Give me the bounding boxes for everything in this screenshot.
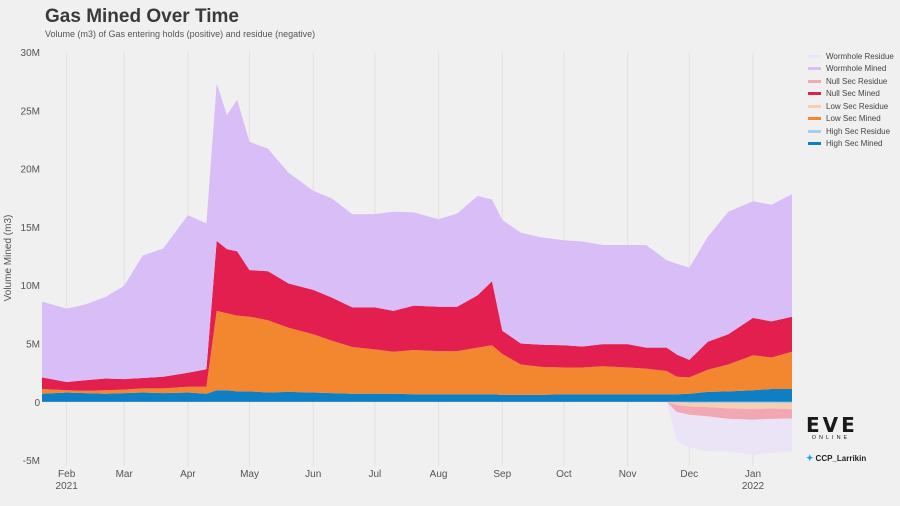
x-tick-label: Mar (116, 469, 134, 480)
legend-label: Wormhole Mined (826, 64, 887, 74)
legend-label: Low Sec Mined (826, 114, 881, 124)
series-area-wormhole-mined (42, 83, 792, 382)
legend-swatch (808, 67, 821, 71)
x-tick-year-label: 2021 (56, 481, 79, 492)
y-tick-label: 0 (34, 398, 40, 409)
y-tick-label: 15M (21, 223, 40, 234)
legend-swatch (808, 54, 821, 58)
x-tick-label: Dec (680, 469, 698, 480)
legend-label: Low Sec Residue (826, 101, 889, 111)
handle-text: CCP_Larrikin (815, 454, 867, 463)
legend-label: High Sec Mined (826, 139, 883, 149)
twitter-bird-icon: ✦ (806, 453, 814, 463)
eve-online-logo: EVE ONLINE (806, 415, 866, 441)
chart-title: Gas Mined Over Time (45, 6, 239, 27)
series-area-wormhole-residue (42, 401, 792, 455)
x-tick-label: Aug (430, 469, 448, 480)
legend-label: High Sec Residue (826, 126, 891, 136)
x-tick-label: Sep (493, 469, 511, 480)
legend-swatch (808, 142, 821, 146)
legend-item: Wormhole Residue (808, 50, 894, 63)
x-tick-label: Nov (619, 469, 637, 480)
legend-item: High Sec Mined (808, 138, 894, 151)
y-axis-label: Volume Mined (m3) (3, 215, 14, 302)
chart-subtitle: Volume (m3) of Gas entering holds (posit… (45, 29, 316, 39)
legend-item: Null Sec Mined (808, 88, 894, 101)
legend-label: Null Sec Mined (826, 89, 880, 99)
x-tick-label: Jan (745, 469, 761, 480)
series-area-high-sec-mined (42, 389, 792, 402)
legend-item: Wormhole Mined (808, 63, 894, 76)
legend-swatch (808, 129, 821, 133)
x-tick-label: May (240, 469, 259, 480)
y-tick-label: 30M (21, 48, 40, 59)
legend-label: Null Sec Residue (826, 76, 888, 86)
x-tick-label: Jun (305, 469, 321, 480)
y-tick-label: 10M (21, 281, 40, 292)
series-area-high-sec-residue (42, 401, 792, 404)
legend-swatch (808, 79, 821, 83)
twitter-handle: ✦ CCP_Larrikin (806, 453, 866, 464)
legend-item: Low Sec Residue (808, 100, 894, 113)
y-tick-label: 5M (26, 340, 40, 351)
x-tick-label: Oct (556, 469, 572, 480)
legend-item: Low Sec Mined (808, 113, 894, 126)
x-tick-label: Jul (368, 469, 381, 480)
legend-swatch (808, 92, 821, 96)
legend-label: Wormhole Residue (826, 51, 894, 61)
x-tick-label: Apr (180, 469, 196, 480)
y-tick-label: 20M (21, 165, 40, 176)
series-area-null-sec-mined (42, 240, 792, 391)
logo-text: EVE (806, 413, 858, 437)
legend-item: High Sec Residue (808, 125, 894, 138)
legend-swatch (808, 117, 821, 121)
x-tick-year-label: 2022 (742, 481, 765, 492)
y-tick-label: -5M (23, 456, 40, 467)
legend: Wormhole Residue Wormhole Mined Null Sec R… (808, 50, 894, 150)
x-tick-label: Feb (58, 469, 76, 480)
logo-subtext: ONLINE (811, 435, 851, 441)
legend-swatch (808, 104, 821, 108)
legend-item: Null Sec Residue (808, 75, 894, 88)
y-tick-label: 25M (21, 106, 40, 117)
series-area-low-sec-mined (42, 310, 792, 395)
